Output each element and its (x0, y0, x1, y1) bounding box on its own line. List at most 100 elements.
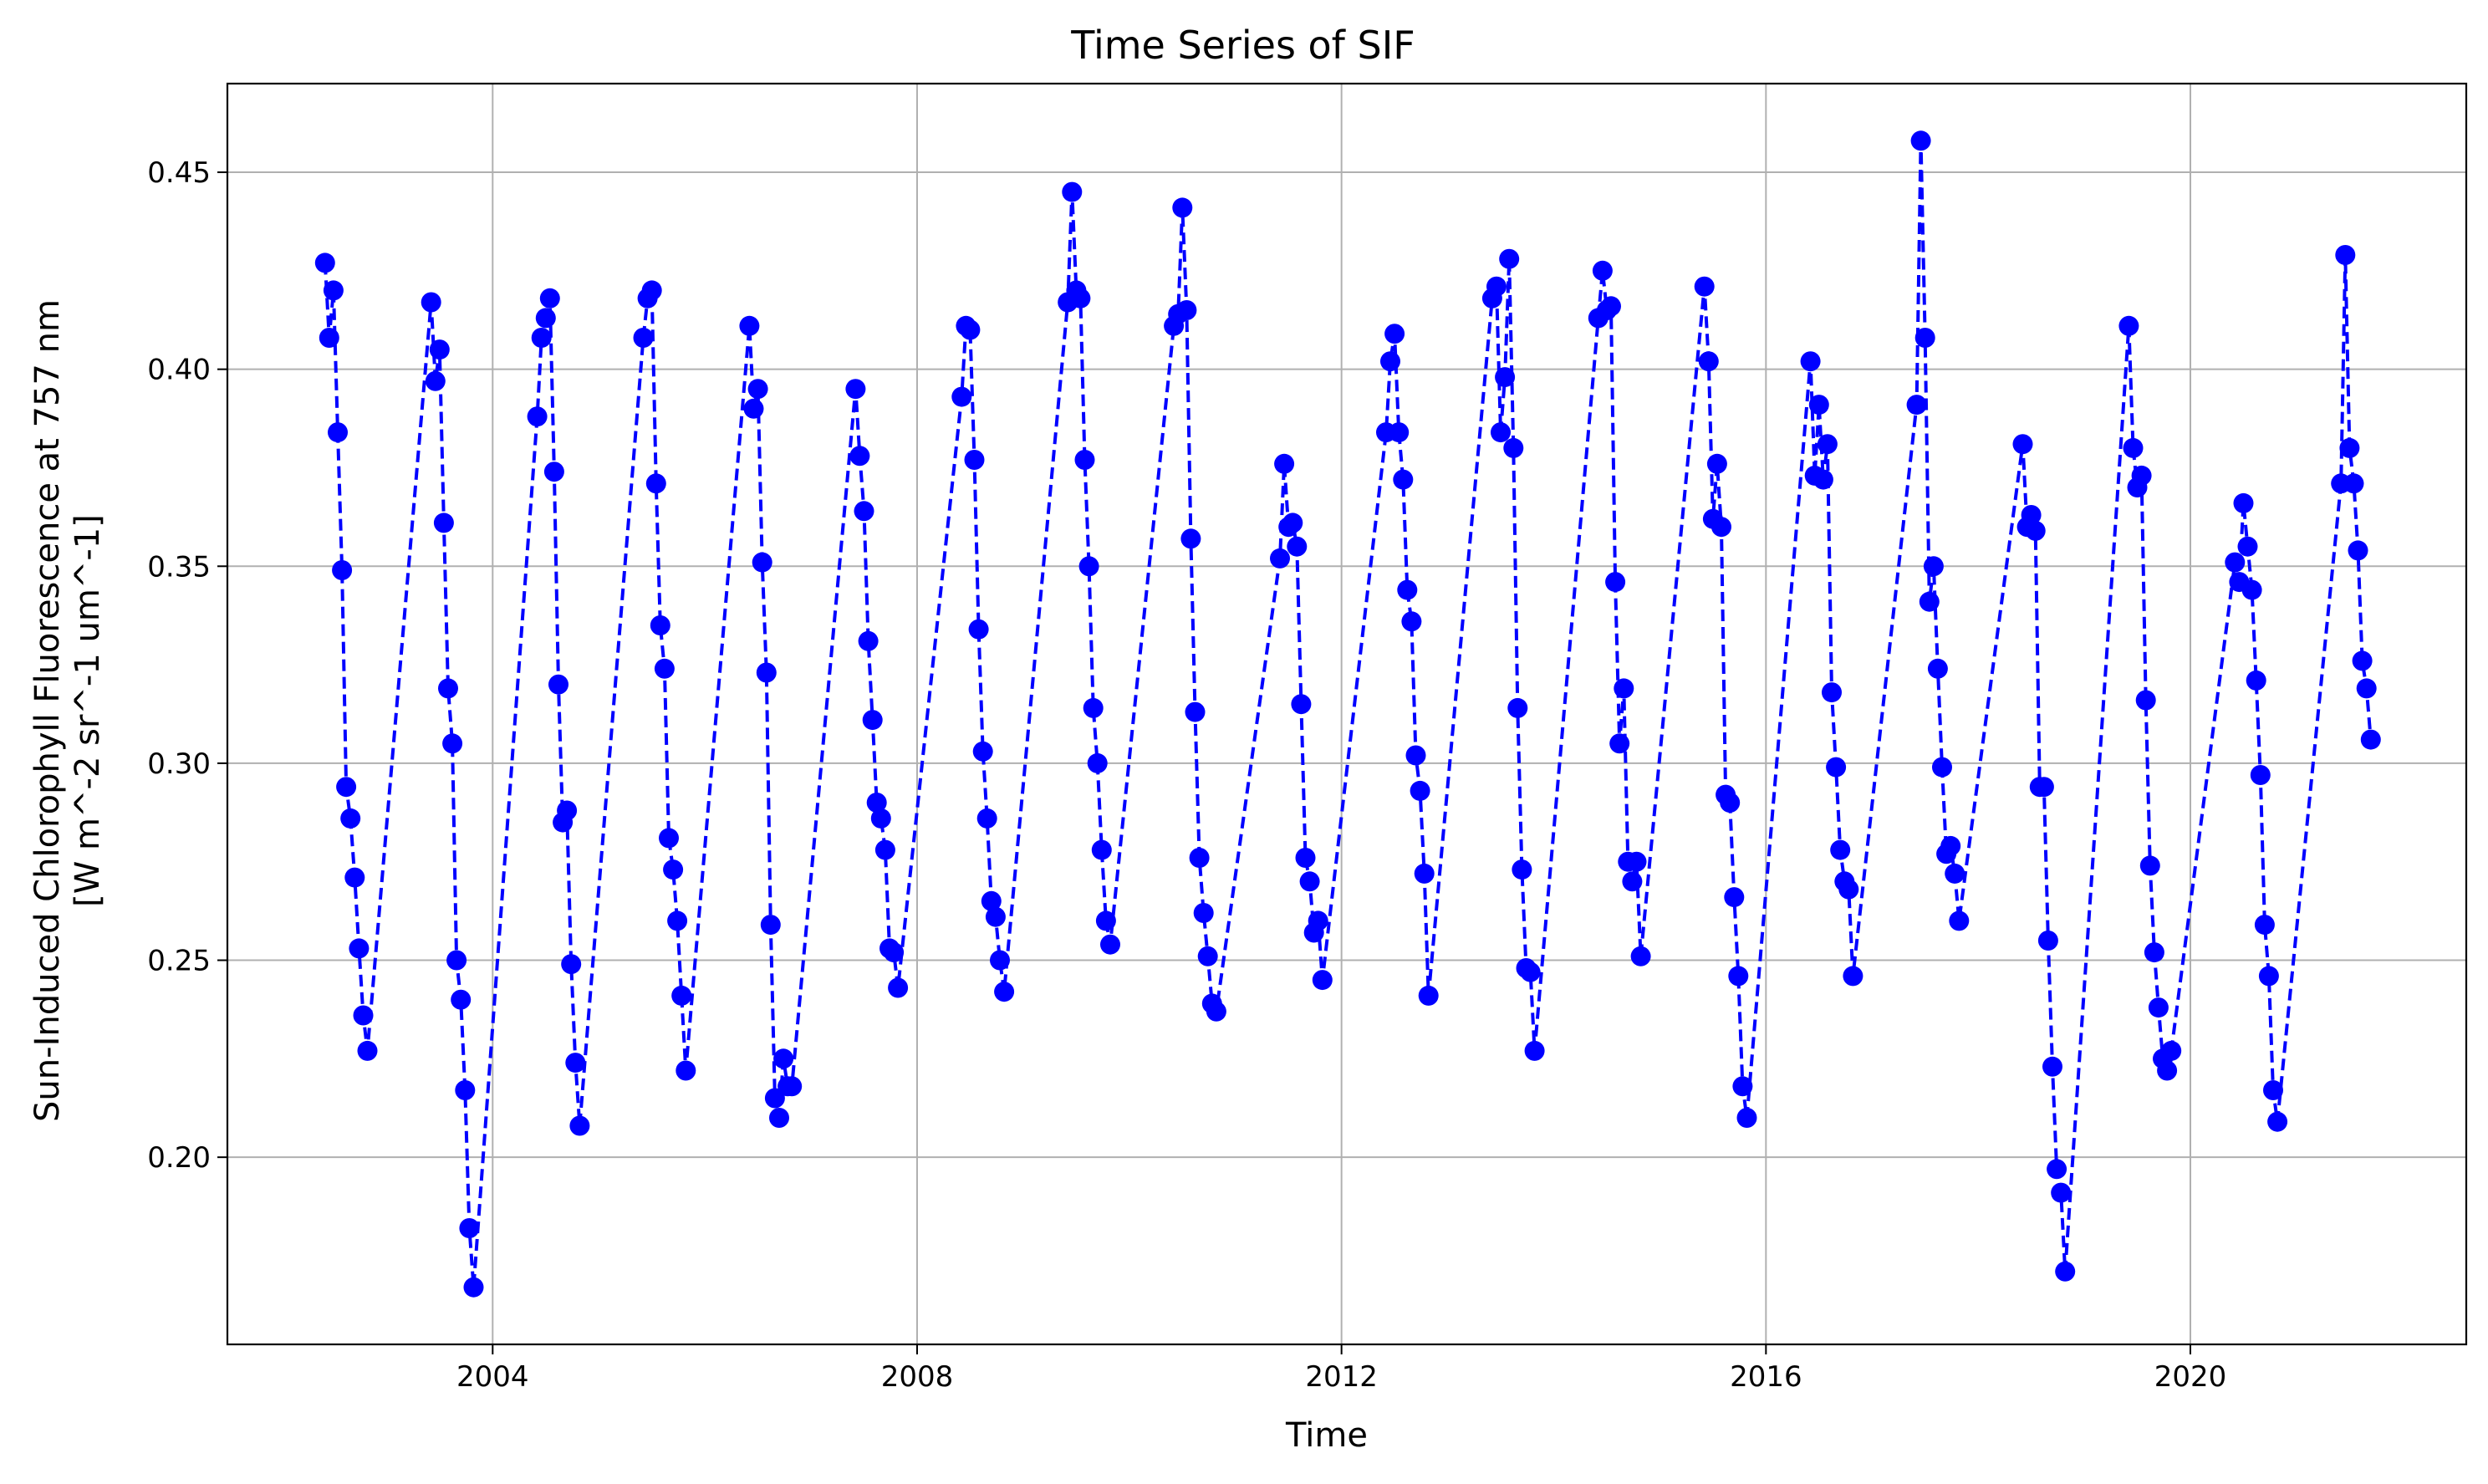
data-point (1910, 130, 1931, 151)
data-point (535, 308, 556, 329)
data-point (446, 950, 467, 971)
data-point (1083, 697, 1104, 718)
y-axis-label-line2: [W m^-2 sr^-1 um^-1] (69, 514, 107, 907)
data-point (2131, 465, 2152, 486)
data-point (1711, 517, 1731, 538)
data-point (1287, 536, 1308, 557)
data-point (1843, 966, 1863, 987)
data-point (2356, 678, 2377, 699)
data-point (1312, 970, 1333, 991)
data-point (2047, 1159, 2067, 1180)
y-tick-label: 0.40 (147, 354, 211, 387)
y-tick-label: 0.20 (147, 1141, 211, 1175)
data-point (1070, 288, 1091, 309)
data-point (1622, 871, 1643, 892)
y-tick-label: 0.45 (147, 156, 211, 190)
data-point (349, 938, 370, 959)
data-point (2360, 729, 2381, 750)
data-point (2021, 505, 2042, 525)
data-point (2254, 915, 2275, 936)
data-point (1499, 248, 1520, 269)
data-point (438, 678, 458, 699)
grid-layer (227, 84, 2466, 1344)
data-point (972, 741, 993, 762)
data-point (752, 552, 772, 573)
data-point (2263, 1080, 2283, 1100)
data-point (2246, 670, 2266, 691)
data-point (1838, 879, 1859, 900)
data-point (747, 379, 768, 400)
data-point (2144, 942, 2164, 963)
data-point (1091, 839, 1112, 860)
data-point (1698, 351, 1719, 372)
data-point (1914, 328, 1935, 348)
data-point (1486, 276, 1507, 297)
chart-title: Time Series of SIF (1070, 23, 1415, 68)
data-point (1945, 863, 1965, 884)
data-point (1923, 556, 1944, 577)
data-point (1282, 513, 1303, 533)
data-point (960, 319, 981, 340)
data-point (1927, 658, 1948, 679)
data-point (1100, 934, 1120, 955)
series-layer (314, 130, 2381, 1298)
data-point (1720, 793, 1741, 813)
data-point (1512, 859, 1532, 880)
data-point (1626, 851, 1647, 872)
data-point (1274, 453, 1295, 474)
data-point (2267, 1111, 2288, 1132)
data-point (2339, 437, 2360, 458)
data-point (1405, 745, 1426, 766)
data-point (884, 942, 905, 963)
data-point (1074, 450, 1095, 470)
data-point (2161, 1040, 2182, 1061)
data-point (862, 710, 883, 731)
data-point (1172, 197, 1193, 218)
data-point (548, 674, 568, 695)
data-point (1826, 757, 1847, 778)
data-point (990, 950, 1010, 971)
data-point (2225, 552, 2246, 573)
data-point (1817, 434, 1838, 455)
data-point (433, 513, 454, 533)
data-point (888, 977, 909, 998)
x-tick-label: 2012 (1305, 1360, 1378, 1394)
data-point (2157, 1060, 2178, 1081)
data-point (756, 662, 777, 683)
data-point (1193, 903, 1214, 923)
data-point (2335, 245, 2356, 265)
data-point (2241, 579, 2262, 600)
plot-frame (226, 82, 2468, 1346)
data-point (1384, 324, 1405, 344)
data-point (2025, 520, 2046, 541)
data-point (633, 328, 654, 348)
data-point (1694, 276, 1715, 297)
data-point (1822, 682, 1842, 703)
data-point (641, 280, 662, 301)
data-point (1308, 910, 1328, 931)
data-point (1605, 572, 1626, 593)
x-axis-label: Time (1285, 1416, 1368, 1455)
data-point (968, 619, 989, 640)
data-point (667, 910, 688, 931)
data-point (1401, 611, 1422, 632)
data-point (1520, 961, 1541, 982)
data-point (1295, 848, 1316, 868)
data-point (1919, 591, 1940, 612)
data-point (743, 398, 764, 419)
data-point (2055, 1261, 2076, 1282)
data-point (739, 315, 760, 336)
data-point (557, 800, 578, 821)
data-point (976, 808, 997, 829)
data-point (994, 982, 1015, 1002)
data-point (1095, 910, 1116, 931)
data-point (782, 1076, 803, 1097)
data-point (455, 1080, 476, 1100)
x-tick-label: 2008 (881, 1360, 954, 1394)
data-point (1270, 548, 1290, 569)
y-axis-label-line1: Sun-Induced Chlorophyll Fluorescence at … (28, 299, 67, 1122)
data-point (344, 867, 365, 888)
data-point (870, 808, 891, 829)
